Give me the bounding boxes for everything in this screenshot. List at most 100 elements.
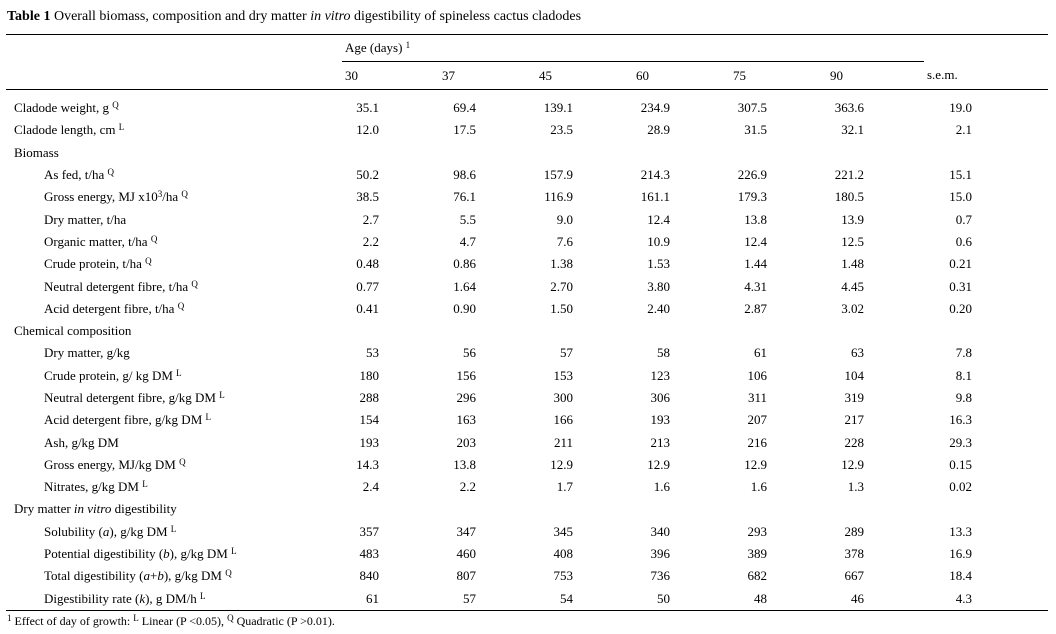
value-cell: 116.9 <box>544 189 573 205</box>
value-cell: 1.53 <box>647 256 670 272</box>
value-cell: 4.7 <box>459 233 476 249</box>
sem-cell: 9.8 <box>955 390 972 405</box>
value-cell: 5.5 <box>459 211 476 227</box>
value-cell: 48 <box>754 590 767 606</box>
sem-cell: 0.31 <box>949 278 972 294</box>
table-row: Gross energy, MJ/kg DM Q 14.3 13.8 12.9 12.9… <box>6 454 1048 476</box>
value-cell: 234.9 <box>640 100 670 116</box>
table-row: Potential digestibility (b), g/kg DM L 48… <box>6 543 1048 565</box>
value-cell: 0.90 <box>453 300 476 316</box>
table-row: Neutral detergent fibre, t/ha Q 0.77 1.64 2… <box>6 275 1048 297</box>
table-row: Cladode length, cm L 12.0 17.5 23.5 28.9 31.5… <box>6 119 1048 141</box>
value-cell: 32.1 <box>841 122 864 138</box>
value-cell: 340 <box>650 523 671 539</box>
value-cell: 736 <box>650 568 671 584</box>
sem-cell: 15.1 <box>949 167 972 183</box>
value-cell: 293 <box>747 523 768 539</box>
value-cell: 1.44 <box>744 256 767 272</box>
table-row: Gross energy, MJ x103/ha Q 38.5 76.1 116.9 1… <box>6 186 1048 208</box>
row-label: Acid detergent fibre, g/kg DM L <box>44 412 211 428</box>
value-cell: 214.3 <box>640 167 670 183</box>
value-cell: 307.5 <box>737 100 767 116</box>
label-column-header <box>6 61 342 90</box>
value-cell: 2.87 <box>744 300 767 316</box>
row-label: Crude protein, t/ha Q <box>44 256 152 272</box>
column-header-age: 37 <box>439 61 536 90</box>
value-cell: 180 <box>359 367 380 383</box>
sem-cell: 7.8 <box>955 345 972 361</box>
value-cell: 1.64 <box>453 278 476 294</box>
value-cell: 319 <box>844 390 865 405</box>
value-cell: 193 <box>359 434 380 450</box>
value-cell: 179.3 <box>737 189 767 205</box>
value-cell: 1.6 <box>653 479 670 495</box>
value-cell: 12.0 <box>356 122 379 138</box>
table-row: Nitrates, g/kg DM L 2.4 2.2 1.7 1.6 1.6 1.3 0.0… <box>6 476 1048 498</box>
value-cell: 166 <box>553 412 574 428</box>
value-cell: 13.9 <box>841 211 864 227</box>
value-cell: 357 <box>359 523 380 539</box>
row-label: Ash, g/kg DM <box>44 434 119 450</box>
value-cell: 31.5 <box>744 122 767 138</box>
value-cell: 54 <box>560 590 573 606</box>
table-row: Total digestibility (a+b), g/kg DM Q 840 8… <box>6 565 1048 587</box>
sem-cell: 0.6 <box>955 233 972 249</box>
value-cell: 76.1 <box>453 189 476 205</box>
value-cell: 1.48 <box>841 256 864 272</box>
value-cell: 156 <box>456 367 477 383</box>
value-cell: 363.6 <box>834 100 864 116</box>
value-cell: 1.6 <box>750 479 767 495</box>
table-row: Solubility (a), g/kg DM L 357 347 345 340 293… <box>6 521 1048 543</box>
value-cell: 53 <box>366 345 379 361</box>
value-cell: 10.9 <box>647 233 670 249</box>
value-cell: 157.9 <box>543 167 573 183</box>
value-cell: 207 <box>747 412 768 428</box>
value-cell: 2.7 <box>362 211 379 227</box>
table-row: Organic matter, t/ha Q 2.2 4.7 7.6 10.9 12.4 1… <box>6 231 1048 253</box>
row-label: Dry matter in vitro digestibility <box>14 501 177 517</box>
column-header-age: 75 <box>730 61 827 90</box>
value-cell: 345 <box>553 523 574 539</box>
value-cell: 161.1 <box>640 189 670 205</box>
table-row: Acid detergent fibre, g/kg DM L 154 163 166… <box>6 409 1048 431</box>
row-label: Chemical composition <box>14 323 132 339</box>
row-label: Organic matter, t/ha Q <box>44 233 158 249</box>
value-cell: 289 <box>844 523 865 539</box>
sem-cell: 18.4 <box>949 568 972 584</box>
empty-cell <box>342 142 1048 164</box>
row-label: Biomass <box>14 144 59 160</box>
value-cell: 61 <box>754 345 767 361</box>
empty-cell <box>342 320 1048 342</box>
value-cell: 4.31 <box>744 278 767 294</box>
sem-cell: 8.1 <box>955 367 972 383</box>
table-row: Dry matter, t/ha 2.7 5.5 9.0 12.4 13.8 13.9 0.7 <box>6 208 1048 230</box>
label-column-spacer <box>6 35 342 62</box>
value-cell: 61 <box>366 590 379 606</box>
value-cell: 180.5 <box>834 189 864 205</box>
table-row: Acid detergent fibre, t/ha Q 0.41 0.90 1.50… <box>6 298 1048 320</box>
value-cell: 17.5 <box>453 122 476 138</box>
value-cell: 396 <box>650 546 671 562</box>
value-cell: 753 <box>553 568 574 584</box>
row-label: Acid detergent fibre, t/ha Q <box>44 300 185 316</box>
sem-cell: 0.7 <box>955 211 972 227</box>
value-cell: 57 <box>560 345 573 361</box>
value-cell: 226.9 <box>737 167 767 183</box>
table-row: Dry matter, g/kg 53 56 57 58 61 63 7.8 <box>6 342 1048 364</box>
value-cell: 216 <box>747 434 768 450</box>
value-cell: 2.40 <box>647 300 670 316</box>
value-cell: 163 <box>456 412 477 428</box>
sem-column-spacer <box>924 35 1048 62</box>
value-cell: 389 <box>747 546 768 562</box>
value-cell: 28.9 <box>647 122 670 138</box>
row-label: Gross energy, MJ/kg DM Q <box>44 456 186 472</box>
value-cell: 50.2 <box>356 167 379 183</box>
sem-cell: 16.3 <box>949 412 972 428</box>
row-label: Crude protein, g/ kg DM L <box>44 367 182 383</box>
value-cell: 14.3 <box>356 456 379 472</box>
value-cell: 667 <box>844 568 865 584</box>
column-header-age: 30 <box>342 61 439 90</box>
sem-cell: 0.02 <box>949 479 972 495</box>
age-days-group-header: Age (days) 1 <box>342 34 924 62</box>
column-header-sem: s.e.m. <box>924 61 1048 90</box>
